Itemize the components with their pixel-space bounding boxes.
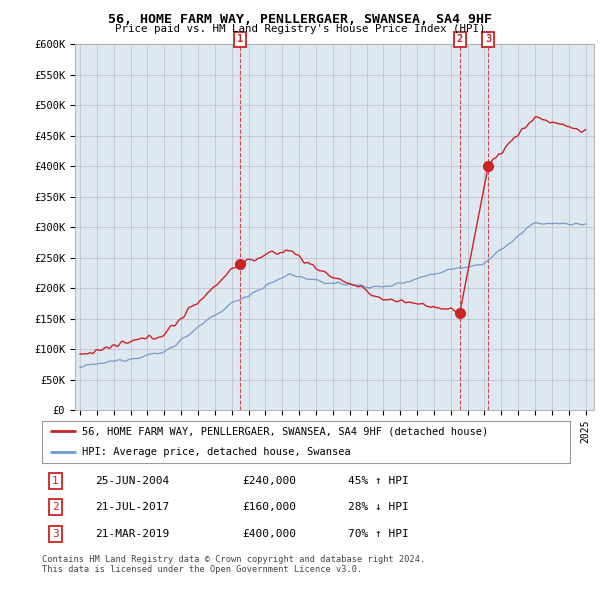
Text: 3: 3 — [52, 529, 59, 539]
Text: 56, HOME FARM WAY, PENLLERGAER, SWANSEA, SA4 9HF: 56, HOME FARM WAY, PENLLERGAER, SWANSEA,… — [108, 13, 492, 26]
Text: 21-MAR-2019: 21-MAR-2019 — [95, 529, 169, 539]
Text: HPI: Average price, detached house, Swansea: HPI: Average price, detached house, Swan… — [82, 447, 350, 457]
Text: 2: 2 — [457, 34, 463, 44]
Text: 3: 3 — [485, 34, 491, 44]
Text: 2: 2 — [52, 502, 59, 512]
Text: Contains HM Land Registry data © Crown copyright and database right 2024.
This d: Contains HM Land Registry data © Crown c… — [42, 555, 425, 574]
Text: 70% ↑ HPI: 70% ↑ HPI — [348, 529, 409, 539]
Text: 28% ↓ HPI: 28% ↓ HPI — [348, 502, 409, 512]
Text: 25-JUN-2004: 25-JUN-2004 — [95, 476, 169, 486]
Text: Price paid vs. HM Land Registry's House Price Index (HPI): Price paid vs. HM Land Registry's House … — [115, 24, 485, 34]
Text: 1: 1 — [236, 34, 243, 44]
Text: 1: 1 — [52, 476, 59, 486]
Text: £240,000: £240,000 — [242, 476, 296, 486]
Text: 56, HOME FARM WAY, PENLLERGAER, SWANSEA, SA4 9HF (detached house): 56, HOME FARM WAY, PENLLERGAER, SWANSEA,… — [82, 427, 488, 436]
Text: 45% ↑ HPI: 45% ↑ HPI — [348, 476, 409, 486]
Text: £400,000: £400,000 — [242, 529, 296, 539]
Text: £160,000: £160,000 — [242, 502, 296, 512]
Text: 21-JUL-2017: 21-JUL-2017 — [95, 502, 169, 512]
